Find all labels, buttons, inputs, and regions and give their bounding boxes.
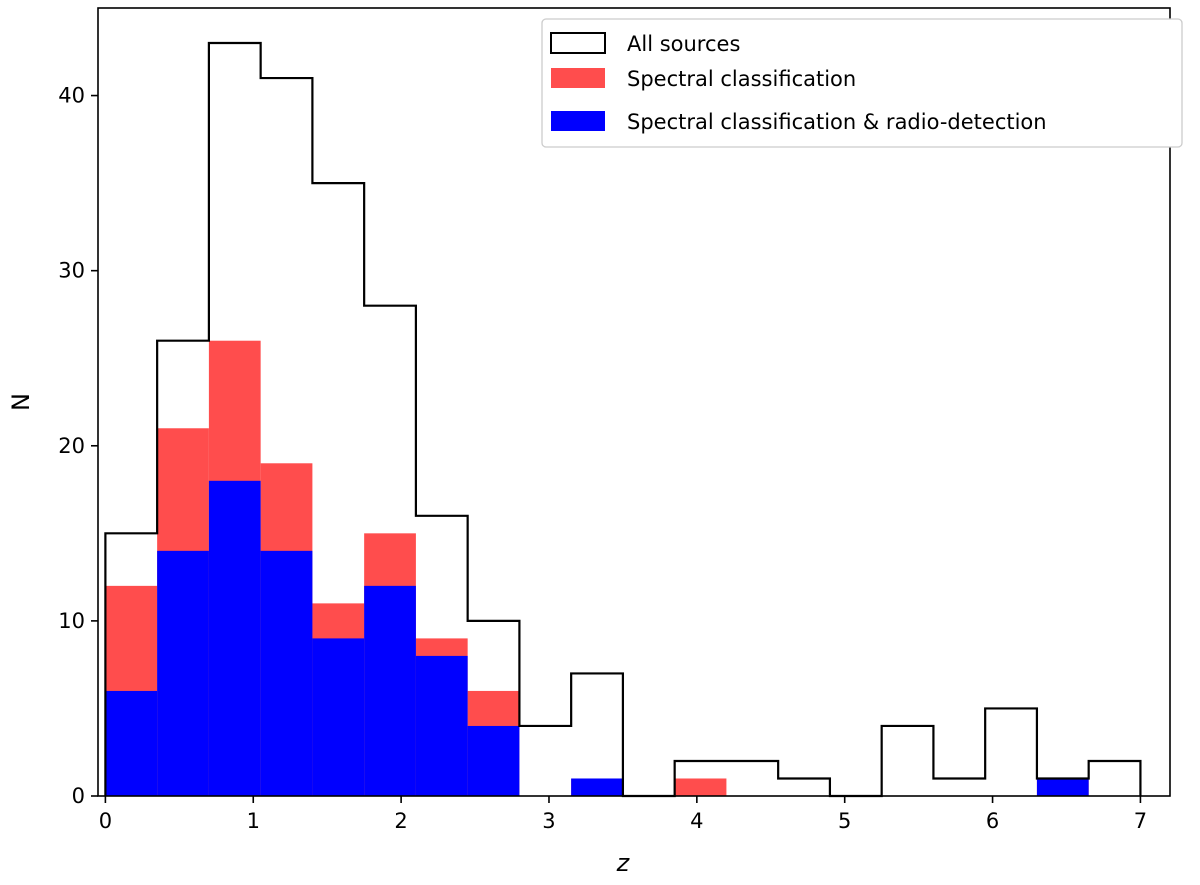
legend-label: Spectral classification & radio-detectio… [627, 110, 1047, 134]
legend: All sources Spectral classification Spectr… [541, 18, 1183, 148]
bar-radio-1 [157, 550, 209, 796]
x-tick-label: 1 [247, 809, 260, 833]
y-tick-label: 0 [72, 784, 85, 808]
plot-frame [97, 7, 1171, 797]
x-tick-label: 5 [838, 809, 851, 833]
bar-radio-9 [571, 778, 623, 796]
bars-layer [105, 340, 1089, 796]
legend-label: All sources [627, 32, 740, 56]
bar-radio-7 [467, 725, 520, 796]
legend-swatch-radio [551, 111, 605, 131]
bar-spectral-11 [674, 778, 727, 796]
y-tick-label: 40 [58, 84, 85, 108]
outline-layer [104, 41, 1142, 798]
x-tick-label: 4 [690, 809, 703, 833]
bar-radio-18 [1036, 778, 1089, 796]
all-sources-step-line [104, 41, 1142, 798]
x-tick-label: 7 [1134, 809, 1147, 833]
axes-layer: 0 1 2 3 4 5 6 7 0 10 20 30 40 z N [7, 7, 1171, 877]
legend-box [541, 18, 1183, 148]
x-tick-label: 2 [394, 809, 407, 833]
legend-label: Spectral classification [627, 67, 856, 91]
bar-radio-3 [260, 550, 313, 796]
bar-radio-6 [415, 655, 468, 796]
y-axis-title: N [7, 393, 35, 411]
bar-radio-4 [312, 638, 365, 796]
y-tick-label: 30 [58, 259, 85, 283]
bar-radio-2 [208, 480, 261, 796]
x-axis-title: z [616, 849, 631, 877]
x-tick-label: 0 [99, 809, 112, 833]
bar-radio-5 [364, 585, 416, 796]
y-tick-label: 10 [58, 609, 85, 633]
legend-swatch-all-sources [550, 32, 606, 54]
y-tick-label: 20 [58, 434, 85, 458]
legend-swatch-spectral [551, 68, 605, 88]
x-tick-label: 6 [986, 809, 999, 833]
x-tick-label: 3 [542, 809, 555, 833]
bar-radio-0 [105, 690, 158, 796]
